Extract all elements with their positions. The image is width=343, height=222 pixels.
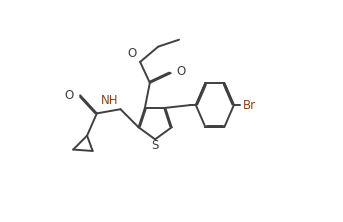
Text: Br: Br bbox=[243, 99, 256, 112]
Text: O: O bbox=[64, 89, 73, 102]
Text: O: O bbox=[127, 47, 136, 60]
Text: S: S bbox=[151, 139, 159, 152]
Text: NH: NH bbox=[101, 94, 118, 107]
Text: O: O bbox=[177, 65, 186, 78]
